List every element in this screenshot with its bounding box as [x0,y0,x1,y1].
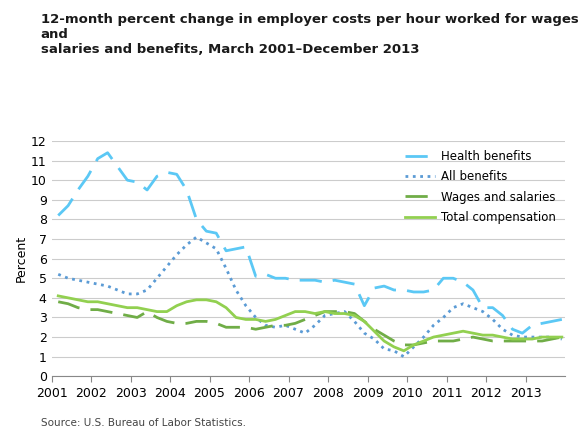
Y-axis label: Percent: Percent [15,235,28,282]
Wages and salaries [380,333,387,338]
All benefits [193,235,200,240]
Health benefits [94,156,101,161]
Total compensation [400,348,407,353]
All benefits [400,354,407,359]
Wages and salaries [400,342,407,347]
Total compensation [361,319,368,324]
Wages and salaries [55,299,61,305]
Wages and salaries [559,334,566,340]
Health benefits [302,278,309,283]
Line: Wages and salaries: Wages and salaries [58,302,562,345]
Health benefits [371,286,378,291]
Total compensation [233,315,240,320]
Wages and salaries [94,307,101,312]
All benefits [390,348,397,353]
Line: All benefits: All benefits [58,237,562,357]
Health benefits [55,213,61,218]
Total compensation [380,338,387,343]
All benefits [559,337,566,342]
Text: Source: U.S. Bureau of Labor Statistics.: Source: U.S. Bureau of Labor Statistics. [41,418,245,428]
Total compensation [94,299,101,305]
Legend: Health benefits, All benefits, Wages and salaries, Total compensation: Health benefits, All benefits, Wages and… [402,147,559,227]
All benefits [55,272,61,277]
All benefits [94,282,101,287]
Total compensation [529,337,536,342]
Wages and salaries [361,319,368,324]
Wages and salaries [292,321,299,326]
All benefits [302,330,309,336]
Health benefits [331,278,338,283]
Health benefits [242,244,249,249]
Total compensation [55,293,61,299]
Wages and salaries [529,338,536,343]
All benefits [242,303,249,308]
Line: Total compensation: Total compensation [58,296,562,351]
Total compensation [559,334,566,340]
Health benefits [104,150,111,156]
Total compensation [292,309,299,314]
All benefits [371,337,378,342]
Text: 12-month percent change in employer costs per hour worked for wages and
salaries: 12-month percent change in employer cost… [41,13,578,56]
Health benefits [519,330,526,336]
Wages and salaries [233,325,240,330]
Line: Health benefits: Health benefits [58,153,562,333]
Health benefits [390,287,397,292]
All benefits [331,311,338,316]
Health benefits [559,317,566,322]
